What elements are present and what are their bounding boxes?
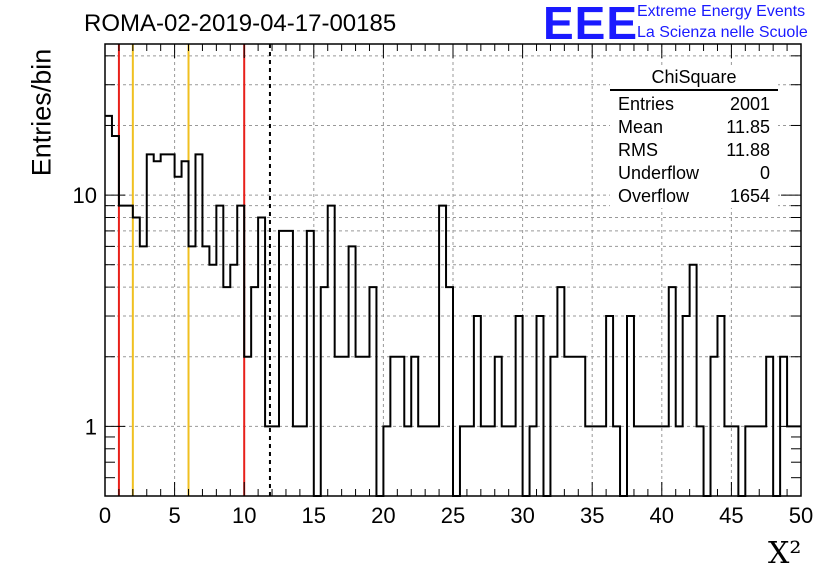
x-tick-label: 15 bbox=[302, 503, 326, 528]
stats-label: RMS bbox=[618, 140, 658, 160]
stats-value: 2001 bbox=[729, 94, 770, 114]
x-tick-labels: 0 5 10 15 20 25 30 35 40 45 50 bbox=[99, 503, 813, 528]
stats-row-mean: Mean 11.85 bbox=[610, 116, 778, 139]
logo-text-line1: Extreme Energy Events bbox=[637, 3, 806, 20]
y-tick-label: 1 bbox=[85, 414, 97, 439]
x-axis-label: X² bbox=[768, 536, 802, 571]
stats-label: Overflow bbox=[618, 186, 690, 206]
stats-label: Mean bbox=[618, 117, 664, 137]
logo-text-line2: La Scienza nelle Scuole bbox=[637, 24, 808, 41]
x-tick-label: 35 bbox=[580, 503, 604, 528]
x-tick-label: 50 bbox=[789, 503, 813, 528]
stats-row-underflow: Underflow 0 bbox=[610, 162, 778, 185]
stats-value: 11.85 bbox=[726, 117, 770, 137]
stats-box: ChiSquare Entries 2001 Mean 11.85 RMS 11.88… bbox=[610, 67, 778, 208]
x-tick-label: 0 bbox=[99, 503, 111, 528]
y-tick-label: 10 bbox=[73, 183, 97, 208]
axis-ticks bbox=[104, 44, 802, 496]
y-tick-labels: 1 10 bbox=[73, 183, 97, 439]
x-tick-label: 45 bbox=[719, 503, 743, 528]
histogram-outline bbox=[105, 114, 801, 497]
threshold-lines bbox=[117, 44, 271, 496]
stats-label: Underflow bbox=[618, 163, 700, 183]
y-axis-label: Entries/bin bbox=[26, 48, 57, 177]
chart-title: ROMA-02-2019-04-17-00185 bbox=[84, 10, 397, 37]
stats-title: ChiSquare bbox=[610, 67, 778, 91]
x-tick-label: 5 bbox=[168, 503, 180, 528]
stats-value: 0 bbox=[759, 163, 770, 183]
eee-logo: EEE bbox=[543, 0, 639, 49]
x-tick-label: 10 bbox=[232, 503, 256, 528]
stats-row-overflow: Overflow 1654 bbox=[610, 185, 778, 208]
x-tick-label: 30 bbox=[510, 503, 534, 528]
stats-row-rms: RMS 11.88 bbox=[610, 139, 778, 162]
stats-value: 1654 bbox=[729, 186, 770, 206]
stats-row-entries: Entries 2001 bbox=[610, 93, 778, 116]
x-tick-label: 20 bbox=[371, 503, 395, 528]
stats-value: 11.88 bbox=[726, 140, 770, 160]
stats-label: Entries bbox=[618, 94, 675, 114]
x-tick-label: 25 bbox=[441, 503, 465, 528]
x-tick-label: 40 bbox=[650, 503, 674, 528]
